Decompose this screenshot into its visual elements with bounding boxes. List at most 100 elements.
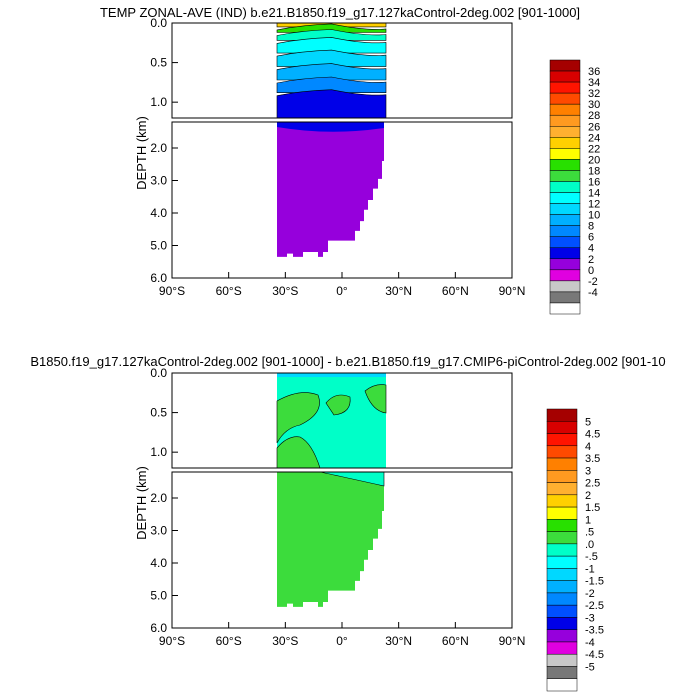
colorbar-label: 32 [588,88,600,100]
panel-1-lower-fill [277,122,384,257]
colorbar-label: 4 [588,243,594,255]
colorbar-label: 22 [588,143,600,155]
x-tick-label: 90°S [159,634,185,648]
panel-2: B1850.f19_g17.127kaControl-2deg.002 [901… [30,354,666,692]
colorbar-label: 2 [588,254,594,266]
colorbar-label: 4.5 [585,429,600,441]
colorbar-swatch [546,506,578,520]
colorbar-swatch [546,641,578,655]
panel-2-upper-patch [276,392,320,444]
panel-2-upper-patch [276,436,321,469]
colorbar-label: -1 [585,563,595,575]
panel-1-upper-fill [276,22,387,119]
colorbar-label: 3 [585,465,591,477]
colorbar-swatch [549,59,581,72]
x-tick-label: 30°S [272,284,298,298]
y-tick-label: 0.0 [150,366,167,380]
colorbar-swatch [546,482,578,496]
colorbar-swatch [549,291,581,304]
colorbar-label: 1 [585,514,591,526]
colorbar-swatch [546,531,578,545]
panel-1: TEMP ZONAL-AVE (IND) b.e21.B1850.f19_g17… [100,5,600,315]
colorbar-swatch [549,302,581,315]
colorbar-swatch [549,203,581,215]
panel-2-colorbar: 54.543.532.521.51.5.0-.5-1-1.5-2-2.5-3-3… [546,408,604,692]
colorbar-swatch [549,170,581,182]
colorbar-swatch [546,592,578,606]
x-tick-label: 60°S [216,634,242,648]
y-tick-label: 5.0 [150,589,167,603]
colorbar-label: 28 [588,110,600,122]
panel-2-lower-fill [277,471,385,607]
colorbar-label: 18 [588,165,600,177]
panel-2-upper-patch [364,384,387,414]
colorbar-label: -2 [585,588,595,600]
colorbar-swatch [546,555,578,569]
x-tick-label: 90°N [499,634,526,648]
y-tick-label: 5.0 [150,239,167,253]
colorbar-label: -.5 [585,551,598,563]
colorbar-label: .5 [585,527,594,539]
colorbar-swatch [546,408,578,422]
y-tick-label: 2.0 [150,141,167,155]
panel-1-upper-band [276,23,387,33]
y-tick-label: 6.0 [150,271,167,285]
panel-1-upper-band [276,49,387,67]
colorbar-label: 0 [588,265,594,277]
colorbar-label: 5 [585,416,591,428]
colorbar-label: 30 [588,99,600,111]
colorbar-label: 34 [588,77,600,89]
colorbar-label: .0 [585,539,594,551]
panel-1-upper-band [276,29,387,41]
panel-2-upper-fill [276,373,387,469]
x-tick-label: 60°S [216,284,242,298]
colorbar-label: 2.5 [585,478,600,490]
colorbar-swatch [549,181,581,193]
colorbar-swatch [546,604,578,618]
colorbar-swatch [546,629,578,643]
colorbar-label: -3 [585,612,595,624]
y-tick-label: 4.0 [150,556,167,570]
x-tick-label: 30°N [385,634,412,648]
panel-1-upper-band [276,37,387,54]
y-tick-label: 3.0 [150,174,167,188]
panel-1-ylabel: DEPTH (km) [134,116,149,190]
panel-1-upper-band [276,76,387,93]
colorbar-swatch [546,494,578,508]
y-tick-label: 4.0 [150,206,167,220]
panel-1-title: TEMP ZONAL-AVE (IND) b.e21.B1850.f19_g17… [100,5,580,20]
colorbar-label: 12 [588,199,600,211]
panel-2-upper-frame [171,372,513,469]
colorbar-swatch [549,247,581,260]
colorbar-swatch [549,236,581,248]
colorbar-swatch [549,214,581,226]
colorbar-swatch [546,519,578,532]
colorbar-swatch [549,192,581,204]
colorbar-swatch [549,280,581,293]
panel-2-ylabel: DEPTH (km) [134,466,149,540]
colorbar-swatch [546,433,578,447]
x-tick-label: 30°N [385,284,412,298]
x-tick-label: 90°N [499,284,526,298]
colorbar-label: -4 [588,287,598,299]
colorbar-swatch [549,225,581,237]
colorbar-swatch [549,126,581,138]
y-tick-label: 0.5 [150,56,167,70]
panel-1-upper-band [276,63,387,81]
colorbar-swatch [546,653,578,667]
panel-2-surface-strip [277,373,386,377]
colorbar-label: -4.5 [585,649,604,661]
colorbar-swatch [549,258,581,271]
colorbar-label: 8 [588,221,594,233]
y-tick-label: 0.0 [150,16,167,30]
colorbar-swatch [546,568,578,581]
colorbar-swatch [549,137,581,149]
panel-2-title: B1850.f19_g17.127kaControl-2deg.002 [901… [30,354,665,369]
colorbar-label: 16 [588,176,600,188]
panel-2-deep-region [277,472,384,607]
colorbar-label: -2 [588,276,598,288]
colorbar-swatch [546,580,578,594]
colorbar-swatch [549,81,581,94]
